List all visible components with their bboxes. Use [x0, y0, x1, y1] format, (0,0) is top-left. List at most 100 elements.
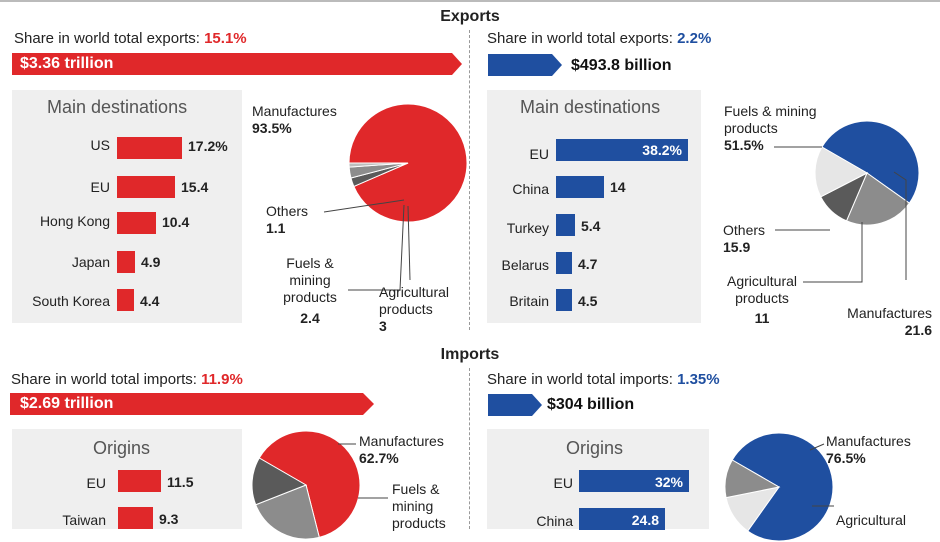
ri-panel-title: Origins: [566, 438, 624, 458]
top-border: [0, 0, 940, 2]
le-val-0: 17.2%: [188, 138, 228, 154]
re-lbl-agri: Agricultural products 11: [718, 273, 806, 329]
re-val-3: 4.7: [578, 256, 598, 272]
re-pie: [814, 120, 920, 226]
re-val-0: 38.2%: [642, 142, 682, 158]
re-total-arrow: [488, 54, 562, 76]
ri-leader-manuf: [809, 443, 825, 451]
li-lbl-manuf: Manufactures 62.7%: [359, 433, 444, 467]
le-lbl-fuels-l1: Fuels &: [286, 255, 334, 271]
le-cat-0: US: [90, 137, 110, 153]
re-lbl-fuels: Fuels & mining products 51.5%: [724, 103, 817, 154]
li-lbl-manuf-name: Manufactures: [359, 433, 444, 449]
le-lbl-manuf-name: Manufactures: [252, 103, 337, 119]
le-pie-leaders: [323, 199, 411, 291]
re-total: $493.8 billion: [571, 57, 672, 74]
le-lbl-others-name: Others: [266, 203, 309, 219]
re-lbl-agri-val: 11: [754, 310, 770, 326]
re-lbl-manuf-val: 21.6: [904, 322, 932, 338]
le-lbl-agri-l2: products: [379, 301, 433, 317]
ri-lbl-agri-l1: Agricultural: [836, 512, 907, 528]
le-bar-0: [117, 137, 182, 159]
re-lbl-agri-l2: products: [735, 290, 789, 306]
re-val-1: 14: [610, 179, 626, 195]
le-lbl-fuels-l2: mining: [289, 272, 331, 288]
ri-cat-1: China: [536, 513, 573, 529]
le-val-4: 4.4: [140, 293, 160, 309]
li-panel-title: Origins: [93, 438, 151, 458]
le-lbl-manuf-val: 93.5%: [252, 120, 292, 136]
le-bar-1: [117, 176, 175, 198]
re-cat-0: EU: [529, 146, 549, 162]
re-lbl-others-name: Others: [723, 222, 766, 238]
li-val-1: 9.3: [159, 511, 179, 527]
li-bar-0: [118, 470, 161, 492]
le-pie: [348, 103, 468, 223]
re-cat-2: Turkey: [506, 220, 549, 236]
le-total-arrow-shape: [12, 53, 462, 75]
le-lbl-agri-l1: Agricultural: [379, 284, 450, 300]
pie-slice-manufactures: [348, 103, 468, 223]
re-lbl-others: Others 15.9: [723, 222, 765, 256]
ri-val-0: 32%: [654, 474, 683, 490]
ri-share-label: Share in world total imports:: [487, 371, 678, 388]
re-panel-title: Main destinations: [520, 97, 661, 117]
le-bar-3: [117, 251, 135, 273]
ri-total-arrow-shape: [488, 394, 542, 416]
le-panel-title: Main destinations: [47, 97, 188, 117]
li-total-arrow-shape: [10, 393, 374, 415]
re-share-value: 2.2%: [677, 30, 712, 47]
divider-bottom: [469, 368, 470, 529]
ri-val-1: 24.8: [631, 512, 659, 528]
re-lbl-fuels-l1: Fuels & mining: [724, 103, 817, 119]
le-leader-fuels: [348, 204, 405, 291]
pie-slice-other: [251, 457, 308, 506]
le-leader-others: [323, 199, 405, 213]
re-val-2: 5.4: [581, 218, 601, 234]
ri-share: Share in world total imports: 1.35%: [487, 371, 720, 388]
ri-bar-0: [579, 470, 689, 492]
li-pie: [251, 430, 361, 540]
ri-cat-0: EU: [553, 475, 573, 491]
re-bar-4: [556, 289, 572, 311]
le-val-2: 10.4: [162, 214, 190, 230]
li-val-0: 11.5: [167, 474, 194, 490]
le-bar-4: [117, 289, 134, 311]
re-lbl-fuels-val: 51.5%: [724, 137, 764, 153]
le-panel: [12, 90, 242, 323]
re-share: Share in world total exports: 2.2%: [487, 30, 711, 47]
li-total: $2.69 trillion: [20, 395, 114, 412]
re-lbl-others-val: 15.9: [723, 239, 751, 255]
re-cat-3: Belarus: [501, 257, 549, 273]
re-share-label: Share in world total exports:: [487, 30, 678, 47]
exports-title: Exports: [440, 8, 500, 25]
li-lbl-fuels-l3: products: [392, 515, 446, 531]
re-bar-0: [556, 139, 688, 161]
li-lbl-fuels-l2: mining: [392, 498, 434, 514]
ri-lbl-manuf-name: Manufactures: [826, 433, 911, 449]
li-total-arrow: [10, 393, 374, 415]
le-cat-1: EU: [90, 179, 110, 195]
le-lbl-fuels-l3: products: [283, 289, 337, 305]
re-lbl-manuf-name: Manufactures: [847, 305, 932, 321]
ri-pie-leaders: [809, 443, 834, 507]
le-lbl-manuf: Manufactures 93.5%: [252, 103, 337, 137]
pie-slice-manufactures: [258, 430, 361, 538]
pie-slice-others: [814, 146, 869, 198]
re-bar-3: [556, 252, 572, 274]
re-cat-4: Britain: [509, 293, 549, 309]
le-lbl-agri: Agricultural products 3: [379, 284, 449, 335]
re-pie-leaders: [774, 146, 907, 283]
re-lbl-agri-l1: Agricultural: [726, 273, 798, 289]
pie-slice-other: [724, 459, 781, 499]
ri-total-arrow: [488, 394, 542, 416]
li-share-label: Share in world total imports:: [11, 371, 202, 388]
le-bar-2: [117, 212, 156, 234]
ri-bar-1: [579, 508, 665, 530]
re-leader-manuf: [893, 171, 907, 280]
li-cat-0: EU: [86, 475, 106, 491]
ri-total: $304 billion: [547, 396, 635, 413]
ri-lbl-agri: Agricultural: [836, 512, 906, 529]
re-bar-1: [556, 176, 604, 198]
li-lbl-fuels: Fuels & mining products: [392, 481, 446, 532]
